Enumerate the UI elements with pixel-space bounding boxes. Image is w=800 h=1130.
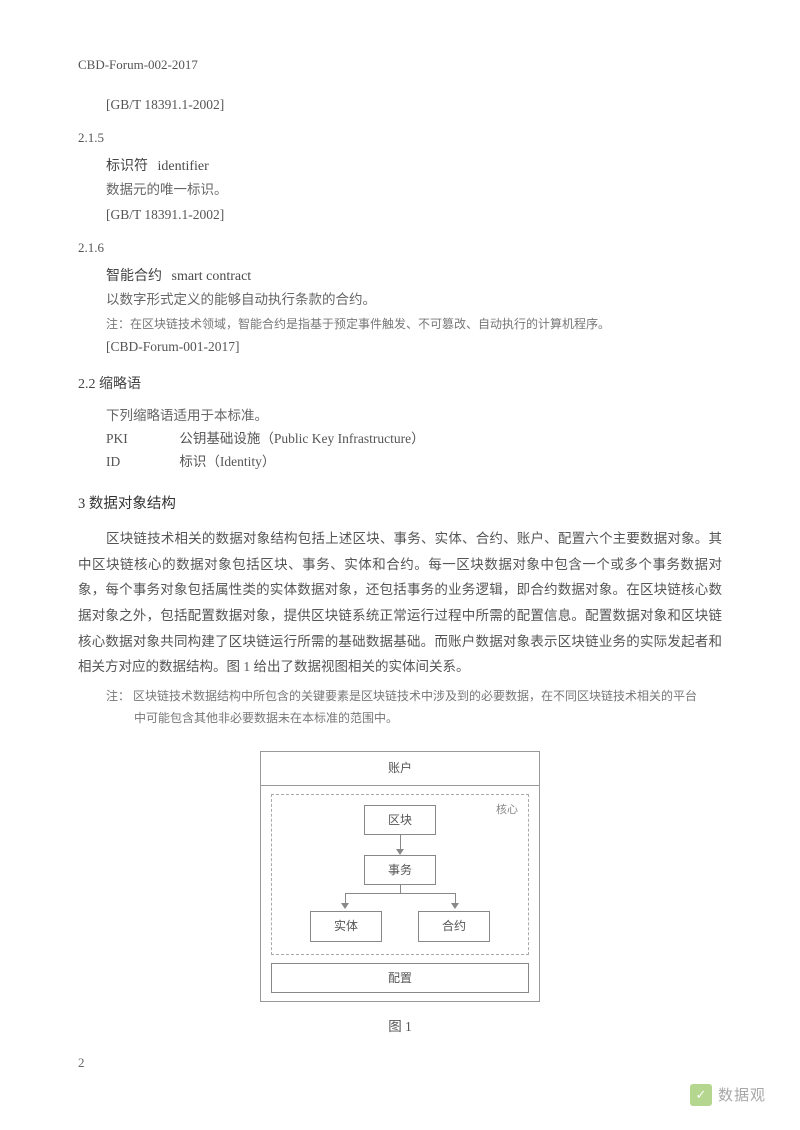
arrow-line	[400, 835, 401, 849]
abbrev-intro: 下列缩略语适用于本标准。	[106, 405, 722, 428]
node-contract: 合约	[418, 911, 490, 941]
def-216: 以数字形式定义的能够自动执行条款的合约。	[106, 289, 722, 312]
leaf-row: 实体 合约	[280, 911, 520, 941]
abbrev-val: 公钥基础设施（Public Key Infrastructure）	[179, 431, 424, 446]
term-215: 标识符 identifier	[106, 155, 722, 179]
figure-1-diagram: 账户 核心 区块 事务 实体 合约 配置	[260, 751, 540, 1002]
note-line1: 区块链技术数据结构中所包含的关键要素是区块链技术中涉及到的必要数据，在不同区块链…	[133, 689, 697, 703]
abbrev-row-id: ID 标识（Identity）	[106, 451, 722, 474]
page-number: 2	[78, 1052, 85, 1074]
node-tx: 事务	[364, 855, 436, 885]
ref-216: [CBD-Forum-001-2017]	[106, 336, 722, 359]
document-id: CBD-Forum-002-2017	[78, 54, 722, 76]
section-216-num: 2.1.6	[78, 237, 722, 259]
term-216-cn: 智能合约	[106, 269, 162, 284]
abbrev-row-pki: PKI 公钥基础设施（Public Key Infrastructure）	[106, 428, 722, 451]
term-215-cn: 标识符	[106, 159, 148, 174]
section-3-note: 注： 区块链技术数据结构中所包含的关键要素是区块链技术中涉及到的必要数据，在不同…	[106, 686, 722, 729]
term-215-en: identifier	[158, 159, 209, 174]
watermark-icon: ✓	[690, 1084, 712, 1106]
ref-prev: [GB/T 18391.1-2002]	[106, 94, 722, 117]
section-3-para: 区块链技术相关的数据对象结构包括上述区块、事务、实体、合约、账户、配置六个主要数…	[78, 526, 722, 680]
note-216: 注：在区块链技术领域，智能合约是指基于预定事件触发、不可篡改、自动执行的计算机程…	[106, 314, 722, 334]
term-216-en: smart contract	[172, 269, 252, 284]
abbrev-key: PKI	[106, 428, 176, 451]
node-config: 配置	[271, 963, 529, 993]
node-block: 区块	[364, 805, 436, 835]
abbrev-key: ID	[106, 451, 176, 474]
core-region: 核心 区块 事务 实体 合约	[271, 794, 529, 955]
core-label: 核心	[496, 801, 518, 820]
abbrev-val: 标识（Identity）	[179, 454, 275, 469]
ref-215: [GB/T 18391.1-2002]	[106, 204, 722, 227]
watermark: ✓ 数据观	[690, 1083, 766, 1109]
note-line2: 中可能包含其他非必要数据未在本标准的范围中。	[134, 708, 722, 730]
figure-caption: 图 1	[78, 1016, 722, 1039]
split-connector	[280, 885, 520, 907]
term-216: 智能合约 smart contract	[106, 265, 722, 289]
watermark-text: 数据观	[718, 1083, 766, 1109]
def-215: 数据元的唯一标识。	[106, 179, 722, 202]
node-account: 账户	[261, 752, 539, 785]
section-22-title: 2.2 缩略语	[78, 373, 722, 397]
diagram-outer: 账户 核心 区块 事务 实体 合约 配置	[260, 751, 540, 1002]
section-3-title: 3 数据对象结构	[78, 492, 722, 517]
node-entity: 实体	[310, 911, 382, 941]
section-215-num: 2.1.5	[78, 127, 722, 149]
note-label: 注：	[106, 689, 130, 703]
